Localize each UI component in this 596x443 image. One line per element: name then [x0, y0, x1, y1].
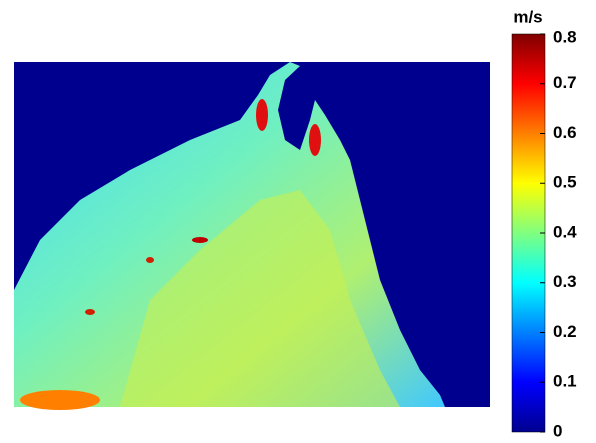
- hot-spot: [146, 257, 154, 263]
- colorbar-tick-label: 0.8: [553, 27, 577, 46]
- colorbar-label: m/s: [513, 7, 542, 26]
- colorbar-tick-label: 0.1: [553, 372, 577, 391]
- colorbar-tick-label: 0: [553, 421, 562, 440]
- hot-spot: [85, 309, 95, 315]
- hot-spot: [192, 237, 208, 243]
- chart: m/s 0 0.1 0.2 0.3 0.4 0.5 0.6 0.7 0.8: [0, 0, 596, 443]
- colorbar-tick-label: 0.2: [553, 322, 577, 341]
- heatmap-field: [14, 62, 490, 410]
- page: m/s 00.10.20.30.40.50.60.70.8 (() => { c…: [0, 0, 596, 443]
- hot-spot: [309, 124, 321, 156]
- colorbar-tick-label: 0.3: [553, 272, 577, 291]
- colorbar-tick-label: 0.5: [553, 173, 577, 192]
- colorbar-tick-label: 0.4: [553, 222, 577, 241]
- hot-spot: [20, 390, 100, 410]
- colorbar-tick-label: 0.7: [553, 73, 577, 92]
- hot-spot: [256, 99, 268, 131]
- colorbar-tick-label: 0.6: [553, 123, 577, 142]
